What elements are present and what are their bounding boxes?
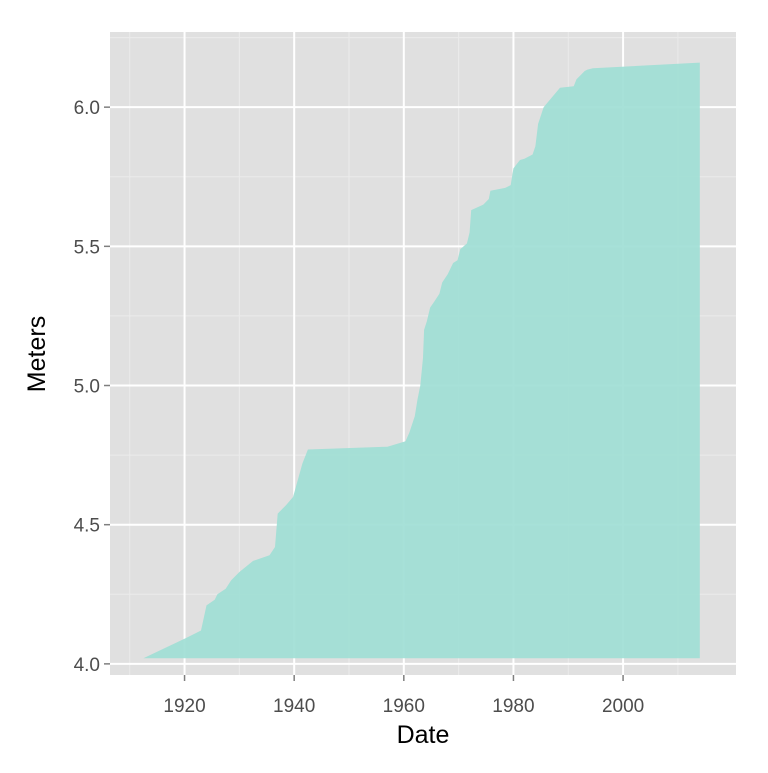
y-tick-label: 4.5	[74, 516, 100, 537]
y-tick-label: 5.5	[74, 237, 100, 258]
x-axis-ticks: 1920 1940 1960 1980 2000	[163, 675, 644, 717]
x-tick-label: 1960	[383, 696, 425, 717]
x-axis-title: Date	[397, 721, 450, 749]
area-series	[143, 62, 700, 659]
x-tick-label: 1940	[273, 696, 315, 717]
x-tick-label: 1980	[492, 696, 534, 717]
y-axis-title: Meters	[23, 316, 51, 392]
y-axis-ticks: 4.0 4.5 5.0 5.5 6.0	[74, 98, 110, 676]
x-tick-label: 2000	[602, 696, 644, 717]
y-tick-label: 6.0	[74, 98, 100, 119]
y-tick-label: 5.0	[74, 377, 100, 398]
y-tick-label: 4.0	[74, 655, 100, 676]
x-tick-label: 1920	[163, 696, 205, 717]
